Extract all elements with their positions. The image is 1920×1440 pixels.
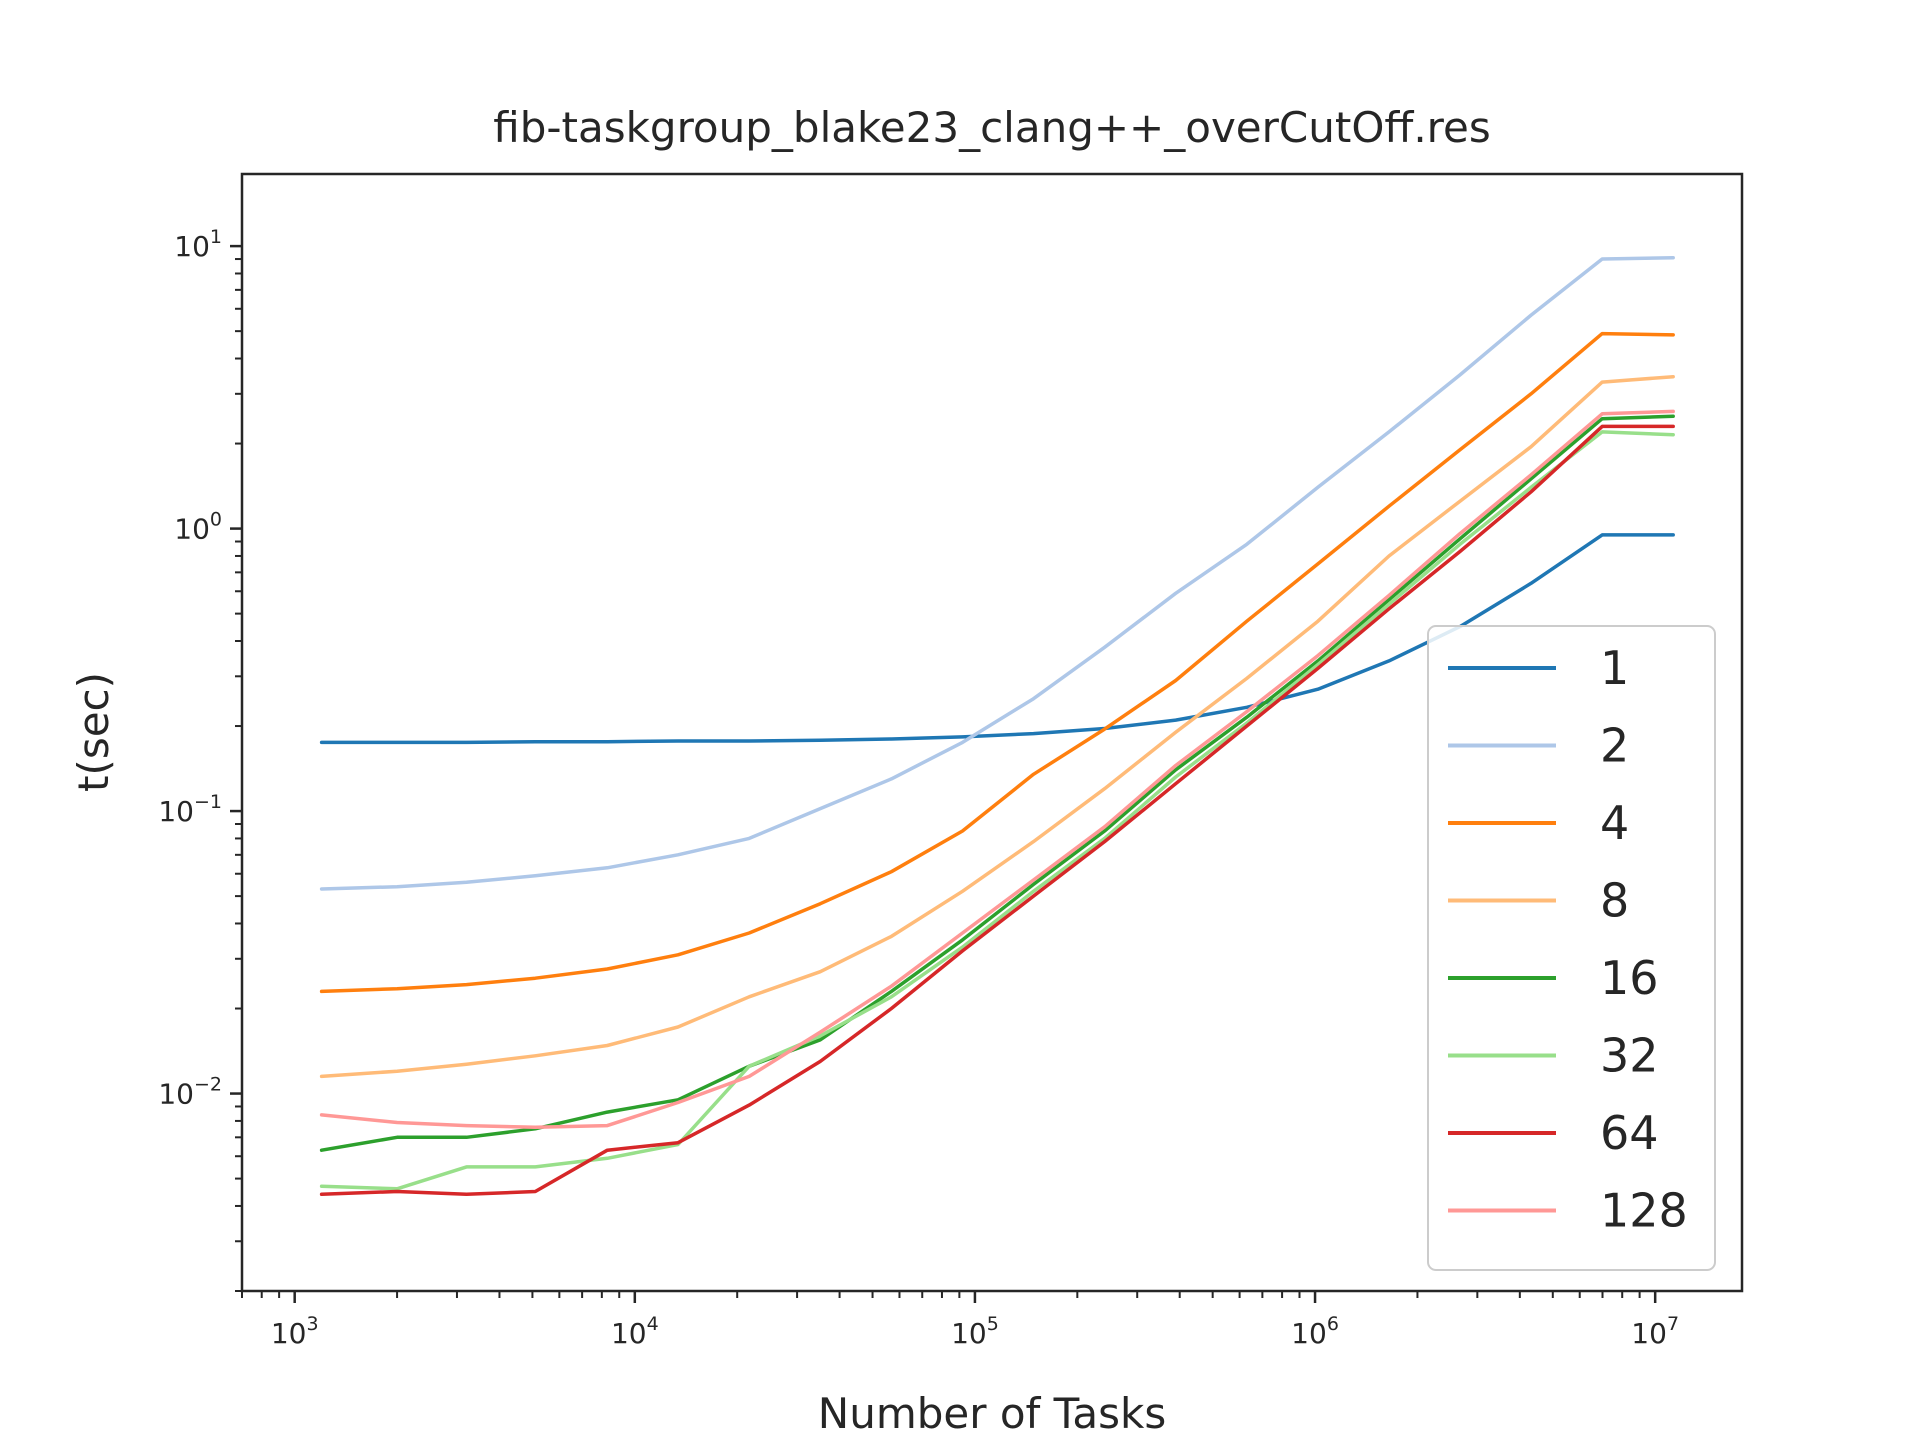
x-tick-label: 105 xyxy=(951,1313,999,1350)
series-line-64 xyxy=(319,424,1675,1197)
x-axis: 103 104 105 106 107 xyxy=(241,1291,1679,1350)
y-tick-label: 10−1 xyxy=(158,791,222,828)
x-tick-label: 106 xyxy=(1291,1313,1339,1350)
x-tick-label: 104 xyxy=(611,1313,659,1350)
series-line-8 xyxy=(319,374,1675,1079)
legend-label-1: 1 xyxy=(1600,641,1629,695)
series-line-2 xyxy=(319,255,1675,891)
legend-label-32: 32 xyxy=(1600,1029,1659,1083)
legend-label-16: 16 xyxy=(1600,951,1659,1005)
plot-frame xyxy=(240,172,1744,1293)
plot-lines xyxy=(319,255,1675,1197)
legend-label-2: 2 xyxy=(1600,719,1629,773)
legend: 1 2 4 8 16 32 64 128 xyxy=(1427,625,1716,1271)
series-line-128 xyxy=(319,409,1675,1129)
x-axis-label: Number of Tasks xyxy=(818,1389,1166,1438)
y-axis-label: t(sec) xyxy=(69,672,118,792)
y-tick-label: 10−2 xyxy=(158,1074,222,1111)
chart-title: fib-taskgroup_blake23_clang++_overCutOff… xyxy=(493,103,1490,152)
series-line-32 xyxy=(319,430,1675,1191)
legend-label-8: 8 xyxy=(1600,874,1629,928)
x-tick-label: 107 xyxy=(1631,1313,1679,1350)
y-tick-label: 100 xyxy=(174,509,222,546)
y-axis: 10−2 10−1 100 101 xyxy=(158,226,242,1292)
y-tick-label: 101 xyxy=(174,226,222,263)
x-tick-label: 103 xyxy=(271,1313,319,1350)
legend-label-64: 64 xyxy=(1600,1106,1659,1160)
legend-label-128: 128 xyxy=(1600,1184,1688,1238)
legend-box xyxy=(1427,625,1716,1271)
series-line-4 xyxy=(319,331,1675,994)
legend-label-4: 4 xyxy=(1600,796,1629,850)
